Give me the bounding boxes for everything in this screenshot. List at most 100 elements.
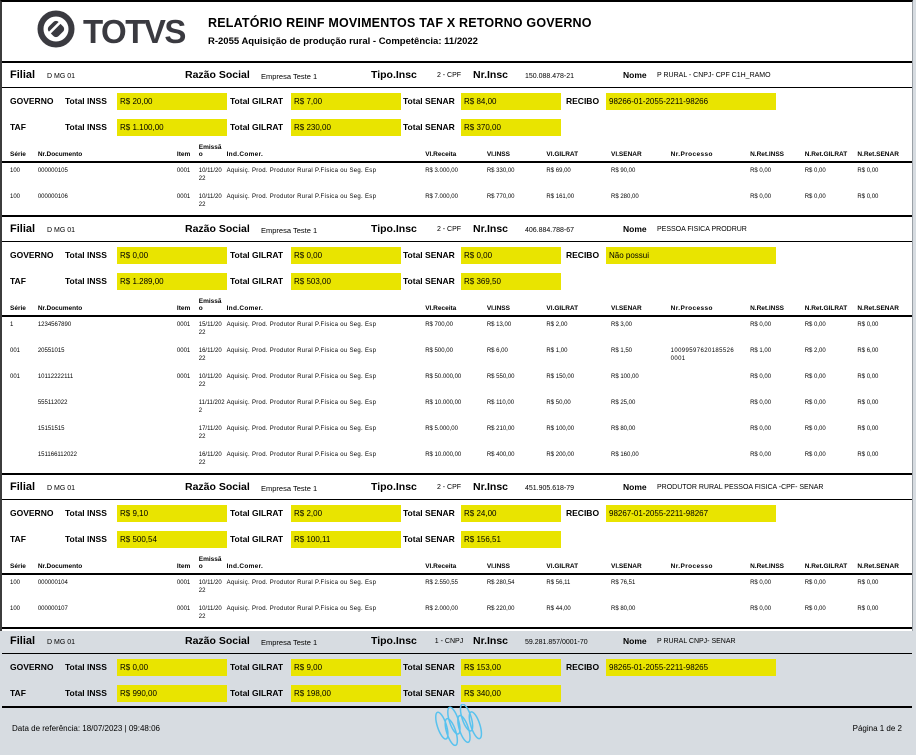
total-gilrat-label: Total GILRAT [230,276,284,286]
table-body: 100 000000105 0001 10/11/2022 Aquisiç. Prod.… [2,163,912,215]
reference-date: Data de referência: 18/07/2023 | 09:48:0… [12,723,160,733]
table-row: 15151515 17/11/2022 Aquisiç. Prod. Produto… [2,421,912,447]
filial-label: Filial [10,223,36,235]
taf-gilrat-value: R$ 230,00 [291,118,401,136]
col-vl-senar: Vl.SENAR [610,151,642,158]
col-n-ret-senar: N.Ret.SENAR [857,305,899,312]
cell-nr-documento: 555112022 [37,400,68,406]
tipo-insc-label: Tipo.Insc [371,481,417,493]
doc-table: Série Nr.Documento Item Emissão Ind.Come… [2,552,912,627]
cell-n-ret-senar: R$ 0,00 [857,168,879,174]
col-vl-inss: Vl.INSS [486,563,510,570]
cell-vl-receita: R$ 700,00 [425,322,453,328]
tipo-insc-value: 2 - CPF [436,72,462,80]
governo-senar-value: R$ 84,00 [461,92,561,110]
cell-n-ret-gilrat: R$ 0,00 [804,400,826,406]
col-nr-processo: Nr.Processo [670,305,713,312]
doc-table: Série Nr.Documento Item Emissão Ind.Come… [2,294,912,473]
col-vl-gilrat: Vl.GILRAT [546,151,579,158]
cell-vl-senar: R$ 25,00 [610,400,636,406]
total-gilrat-label: Total GILRAT [230,534,284,544]
governo-label: GOVERNO [10,96,54,106]
cell-nr-documento: 1234567890 [37,322,72,328]
filial-row: Filial D MG 01 Razão Social Empresa Test… [2,217,912,242]
col-vl-inss: Vl.INSS [486,151,510,158]
total-senar-label: Total SENAR [403,122,455,132]
cell-ind-comer: Aquisiç. Prod. Produtor Rural P.Física o… [226,426,377,432]
table-row: 001 20551015 0001 16/11/2022 Aquisiç. Prod. … [2,343,912,369]
report-title: RELATÓRIO REINF MOVIMENTOS TAF X RETORNO… [208,16,592,30]
total-inss-label: Total INSS [65,534,107,544]
filial-section: Filial D MG 01 Razão Social Empresa Test… [2,217,912,475]
nome-value: P RURAL - CNPJ- CPF C1H_RAMO [657,72,771,79]
taf-row: TAF Total INSS R$ 1.100,00 Total GILRAT … [2,114,912,140]
cell-n-ret-senar: R$ 6,00 [857,348,879,354]
cell-n-ret-inss: R$ 0,00 [750,194,772,200]
cell-vl-senar: R$ 160,00 [610,452,639,458]
total-senar-label: Total SENAR [403,688,455,698]
report-header: TOTVS RELATÓRIO REINF MOVIMENTOS TAF X R… [2,2,912,63]
cell-nr-documento: 000000104 [37,580,68,586]
taf-row: TAF Total INSS R$ 500,54 Total GILRAT R$… [2,526,912,552]
cell-vl-inss: R$ 400,00 [486,452,515,458]
cell-vl-inss: R$ 550,00 [486,374,515,380]
cell-vl-inss: R$ 6,00 [486,348,508,354]
sections: Filial D MG 01 Razão Social Empresa Test… [2,63,912,708]
filial-value: D MG 01 [47,72,76,80]
col-vl-inss: Vl.INSS [486,305,510,312]
table-row: 151166112022 16/11/2022 Aquisiç. Prod. Pro… [2,447,912,473]
cell-emissao: 16/11/2022 [198,348,222,362]
cell-item: 0001 [176,580,191,586]
governo-gilrat-value: R$ 2,00 [291,504,401,522]
cell-item: 0001 [176,606,191,612]
col-n-ret-inss: N.Ret.INSS [750,151,785,158]
col-emissao: Emissão [198,556,222,570]
totvs-logo: TOTVS [36,9,194,54]
cell-n-ret-gilrat: R$ 0,00 [804,606,826,612]
col-serie: Série [10,151,26,158]
total-senar-label: Total SENAR [403,534,455,544]
cell-n-ret-inss: R$ 0,00 [750,322,772,328]
governo-inss-value: R$ 20,00 [117,92,227,110]
cell-n-ret-inss: R$ 0,00 [750,374,772,380]
cell-n-ret-senar: R$ 0,00 [857,606,879,612]
cell-vl-gilrat: R$ 50,00 [546,400,571,406]
totvs-logo-text: TOTVS [83,12,186,50]
cell-vl-gilrat: R$ 200,00 [546,452,575,458]
cell-vl-receita: R$ 50.000,00 [425,374,462,380]
cell-vl-senar: R$ 280,00 [610,194,639,200]
cell-serie: 100 [10,194,21,200]
cell-emissao: 17/11/2022 [198,426,222,440]
governo-row: GOVERNO Total INSS R$ 0,00 Total GILRAT … [2,654,912,680]
table-header-row: Série Nr.Documento Item Emissão Ind.Come… [2,294,912,317]
total-inss-label: Total INSS [65,662,107,672]
cell-emissao: 10/11/2022 [198,374,222,388]
cell-vl-gilrat: R$ 100,00 [546,426,575,432]
razao-social-value: Empresa Teste 1 [261,71,318,81]
cell-n-ret-gilrat: R$ 2,00 [804,348,826,354]
col-vl-receita: Vl.Receita [425,305,457,312]
cell-vl-receita: R$ 2.550,55 [425,580,458,586]
cell-serie: 001 [10,348,21,354]
cell-n-ret-senar: R$ 0,00 [857,400,879,406]
total-inss-label: Total INSS [65,688,107,698]
cell-nr-documento: 15151515 [37,426,65,432]
cell-emissao: 10/11/2022 [198,168,222,182]
col-vl-receita: Vl.Receita [425,151,457,158]
col-item: Item [176,151,191,158]
total-inss-label: Total INSS [65,96,107,106]
cell-vl-senar: R$ 80,00 [610,606,636,612]
cell-vl-inss: R$ 220,00 [486,606,515,612]
cell-vl-gilrat: R$ 150,00 [546,374,575,380]
col-emissao: Emissão [198,298,222,312]
col-n-ret-gilrat: N.Ret.GILRAT [804,151,848,158]
nome-label: Nome [623,636,647,646]
taf-inss-value: R$ 1.289,00 [117,272,227,290]
taf-senar-value: R$ 156,51 [461,530,561,548]
recibo-value: 98267-01-2055-2211-98267 [606,504,776,522]
tipo-insc-value: 2 - CPF [436,484,462,492]
recibo-value: Não possui [606,246,776,264]
col-nr-processo: Nr.Processo [670,563,713,570]
col-n-ret-senar: N.Ret.SENAR [857,563,899,570]
cell-n-ret-gilrat: R$ 0,00 [804,452,826,458]
